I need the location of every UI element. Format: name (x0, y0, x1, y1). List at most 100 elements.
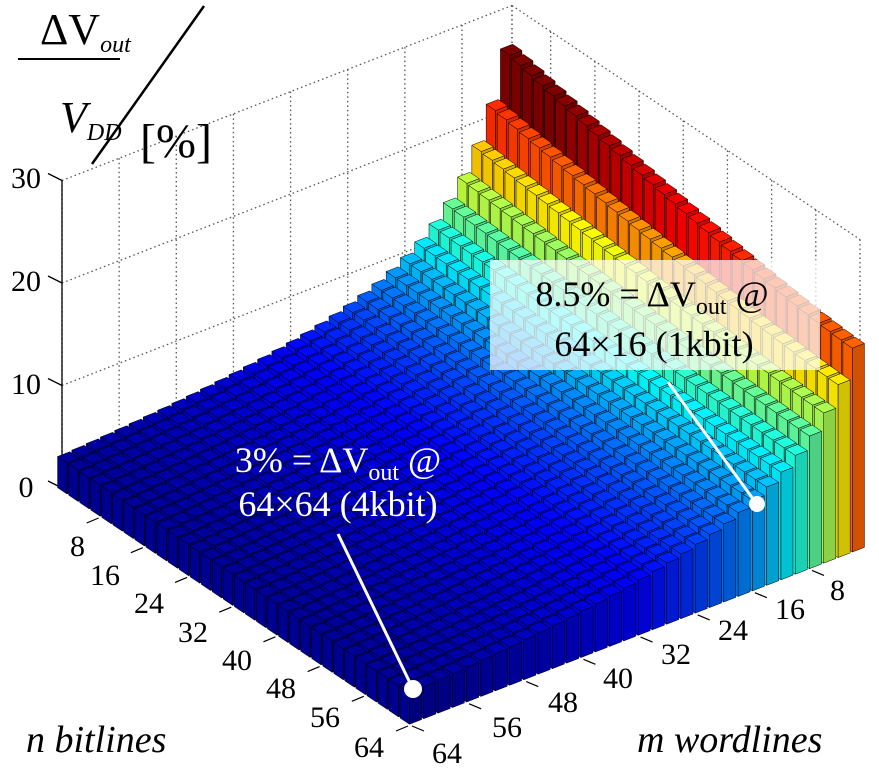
bar-top-face (577, 114, 600, 127)
bar-top-face (565, 367, 589, 380)
bar-top-face (366, 374, 389, 386)
y-tick-mark (468, 703, 482, 710)
bar-top-face (402, 380, 426, 392)
z-axis-label-slash (90, 5, 206, 165)
bar-top-face (603, 244, 627, 257)
bar-top-face (471, 140, 494, 152)
bar-top-face (385, 266, 409, 279)
bar-top-face (359, 405, 383, 418)
bar-top-face (382, 286, 405, 299)
z-tick-mark (47, 275, 63, 284)
bar-top-face (455, 291, 478, 303)
y-tick-label: 64 (432, 737, 462, 770)
bar-top-face (333, 351, 356, 364)
bar-top-face (581, 227, 605, 240)
bar-side-face (494, 648, 508, 692)
bar-top-face (388, 389, 411, 401)
bar-top-face (444, 283, 467, 295)
bar-top-face (439, 226, 463, 239)
bar-side-face (652, 566, 665, 631)
bar-top-face (507, 117, 531, 130)
bar-top-face (562, 164, 586, 176)
bar-top-face (329, 367, 353, 380)
bar-top-face (545, 239, 569, 251)
bar-top-face (357, 290, 380, 303)
bar-top-face (698, 221, 722, 233)
bar-top-face (654, 183, 678, 195)
bar-top-face (182, 405, 205, 418)
bar-top-face (461, 242, 485, 255)
y-tick-mark (640, 636, 653, 643)
y-tick-label: 8 (830, 574, 845, 607)
bar-top-face (504, 166, 528, 179)
bar-top-face (438, 385, 462, 398)
bar-top-face (210, 391, 234, 404)
bar-top-face (482, 149, 505, 161)
bar-top-face (425, 244, 448, 257)
bar-top-face (450, 234, 474, 247)
y-tick-label: 24 (718, 614, 748, 647)
bar-top-face (434, 343, 457, 355)
bar-top-face (436, 252, 459, 265)
bar-top-face (257, 354, 280, 366)
bar-top-face (478, 373, 502, 385)
bar-top-face (514, 377, 538, 389)
x-tick-label: 8 (70, 530, 85, 563)
bar-top-face (399, 396, 422, 409)
bar-top-face (394, 356, 418, 368)
bar-top-face (299, 329, 323, 342)
bar-top-face (221, 399, 245, 411)
bar-top-face (490, 197, 513, 209)
bar-top-face (462, 319, 486, 332)
bar-top-face (296, 345, 320, 358)
z-tick-label: 0 (19, 471, 34, 504)
bar-top-face (372, 341, 396, 353)
bar-top-face (361, 333, 385, 346)
annotation-4k-line2: 64×64 (4kbit) (238, 484, 437, 524)
bar-top-face (551, 380, 574, 393)
bar-top-face (264, 376, 288, 389)
bar-top-face (423, 335, 446, 348)
x-tick-mark (263, 636, 276, 643)
bar-top-face (326, 383, 350, 396)
bar-top-face (307, 352, 331, 365)
bar-top-face (371, 279, 394, 291)
y-tick-label: 48 (548, 686, 578, 719)
bar-top-face (576, 375, 600, 387)
bar-top-face (548, 201, 572, 214)
bar-top-face (467, 365, 491, 378)
x-tick-mark (351, 695, 365, 702)
bar-side-face (537, 627, 551, 675)
z-tick-mark (47, 377, 63, 387)
bar-top-face (250, 384, 274, 397)
annotation-marker-dot (404, 680, 422, 698)
bar-top-face (304, 368, 328, 381)
bar-top-face (282, 353, 305, 366)
bar-top-face (353, 308, 377, 321)
bar-top-face (414, 236, 437, 249)
bar-top-face (431, 361, 454, 373)
bar-side-face (623, 583, 637, 642)
bar-top-face (293, 361, 317, 373)
bar-top-face (497, 238, 521, 250)
bar-top-face (236, 391, 259, 404)
bar-top-face (525, 384, 549, 397)
bar-top-face (399, 252, 423, 265)
bar-side-face (552, 620, 565, 670)
bar-top-face (328, 311, 352, 323)
bar-top-face (344, 359, 367, 371)
bar-top-face (445, 350, 469, 363)
bar-top-face (261, 391, 285, 404)
bar-top-face (621, 154, 645, 166)
x-tick-label: 32 (178, 616, 208, 649)
bar-side-face (437, 675, 451, 714)
bar-top-face (315, 376, 339, 388)
annotation-4k-line1: 3% = ΔVout @ (235, 440, 441, 486)
bar-top-face (486, 230, 510, 242)
bar-top-face (555, 94, 578, 107)
bar-top-face (410, 403, 433, 416)
bar-top-face (290, 376, 313, 389)
bar-top-face (521, 64, 545, 76)
bar-top-face (457, 172, 480, 184)
bar-side-face (609, 590, 622, 647)
